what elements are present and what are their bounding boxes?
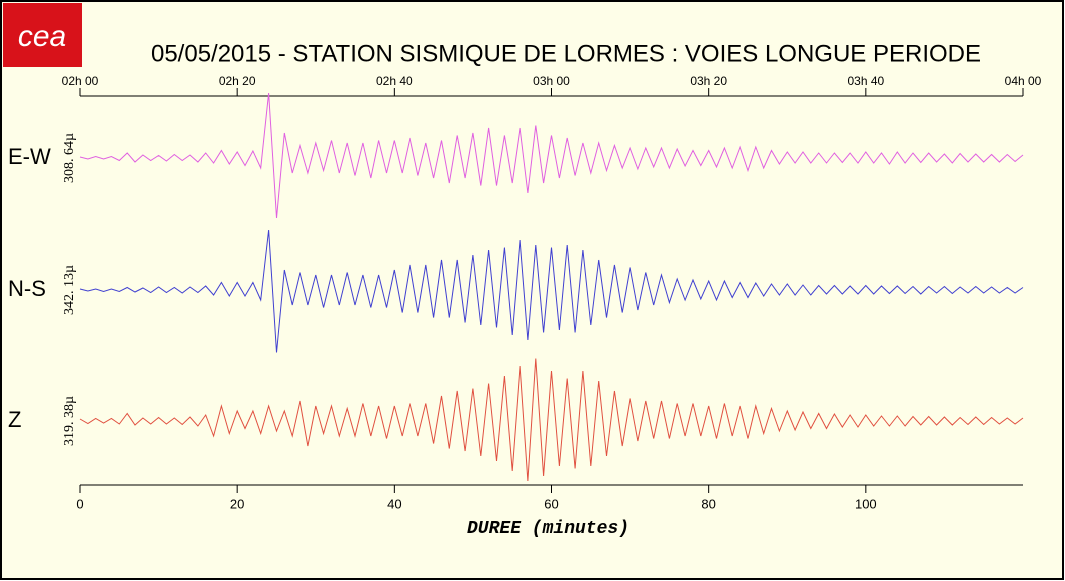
- trace: [79, 358, 1024, 482]
- logo-box: [3, 3, 82, 67]
- scale-label: 319. 38µ: [62, 396, 77, 446]
- x-tick-label: 0: [76, 496, 83, 511]
- trace-name: E-W: [8, 144, 51, 169]
- logo-text: cea: [18, 20, 66, 53]
- top-tick-label: 03h 00: [533, 74, 570, 88]
- x-tick-label: 40: [387, 496, 401, 511]
- x-tick-label: 80: [701, 496, 715, 511]
- trace: [79, 92, 1024, 219]
- top-tick-label: 02h 40: [376, 74, 413, 88]
- top-tick-label: 02h 20: [219, 74, 256, 88]
- chart-title: 05/05/2015 - STATION SISMIQUE DE LORMES …: [151, 40, 981, 67]
- trace-name: N-S: [8, 276, 46, 301]
- scale-label: 342. 13µ: [62, 265, 77, 315]
- top-tick-label: 03h 40: [847, 74, 884, 88]
- trace-name: Z: [8, 407, 21, 432]
- top-tick-label: 03h 20: [690, 74, 727, 88]
- top-tick-label: 02h 00: [62, 74, 99, 88]
- x-axis-label: DUREE (minutes): [467, 519, 629, 539]
- x-tick-label: 60: [544, 496, 558, 511]
- trace: [79, 229, 1024, 353]
- x-tick-label: 20: [230, 496, 244, 511]
- scale-label: 308. 64µ: [62, 133, 77, 183]
- x-tick-label: 100: [855, 496, 877, 511]
- top-tick-label: 04h 00: [1005, 74, 1042, 88]
